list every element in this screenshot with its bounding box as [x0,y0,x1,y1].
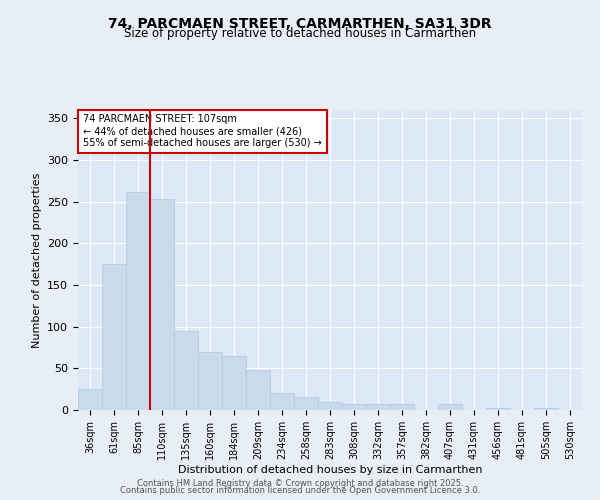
Bar [150,199,174,410]
Text: 74, PARCMAEN STREET, CARMARTHEN, SA31 3DR: 74, PARCMAEN STREET, CARMARTHEN, SA31 3D… [108,18,492,32]
Text: Size of property relative to detached houses in Carmarthen: Size of property relative to detached ho… [124,28,476,40]
Bar [390,404,414,410]
Text: Contains public sector information licensed under the Open Government Licence 3.: Contains public sector information licen… [120,486,480,495]
Text: Contains HM Land Registry data © Crown copyright and database right 2025.: Contains HM Land Registry data © Crown c… [137,478,463,488]
Bar [246,370,270,410]
Bar [78,389,102,410]
Bar [318,402,342,410]
Bar [102,264,126,410]
Bar [438,404,462,410]
Bar [534,408,558,410]
X-axis label: Distribution of detached houses by size in Carmarthen: Distribution of detached houses by size … [178,464,482,474]
Bar [294,396,318,410]
Bar [198,352,222,410]
Text: 74 PARCMAEN STREET: 107sqm
← 44% of detached houses are smaller (426)
55% of sem: 74 PARCMAEN STREET: 107sqm ← 44% of deta… [83,114,322,148]
Bar [270,394,294,410]
Y-axis label: Number of detached properties: Number of detached properties [32,172,41,348]
Bar [222,356,246,410]
Bar [126,192,150,410]
Bar [174,331,198,410]
Bar [366,404,390,410]
Bar [486,408,510,410]
Bar [342,404,366,410]
